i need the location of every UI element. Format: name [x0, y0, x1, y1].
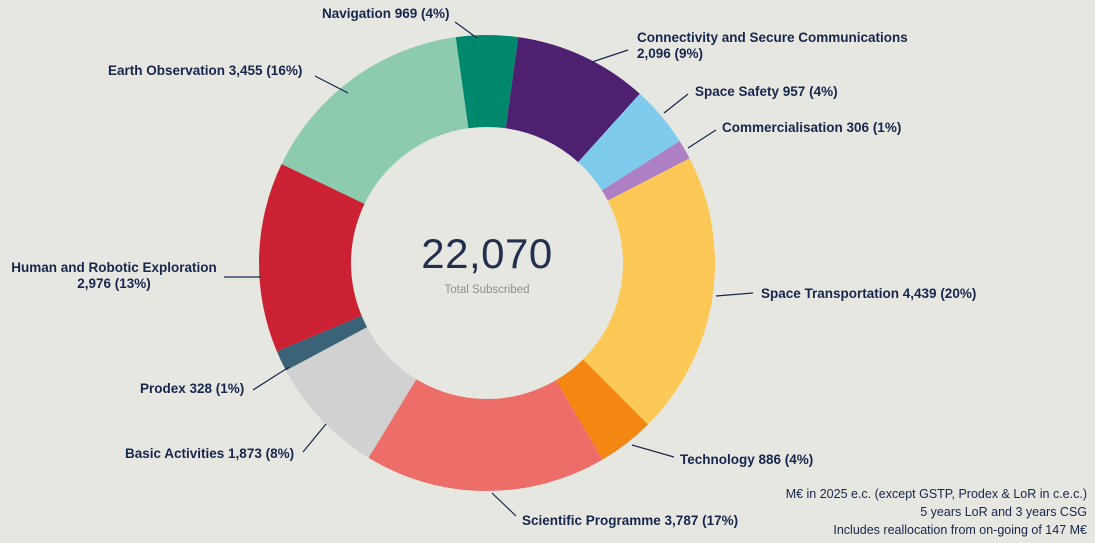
segment-label-space-safety: Space Safety 957 (4%) [695, 84, 838, 99]
donut-segment-space-transportation[interactable] [583, 158, 715, 425]
leader-line-technology [631, 444, 675, 458]
leader-line-space-safety [663, 93, 689, 114]
segment-label-scientific-programme: Scientific Programme 3,787 (17%) [522, 513, 739, 528]
donut-segment-commercialisation[interactable] [601, 141, 690, 201]
donut-segment-technology[interactable] [555, 359, 648, 460]
leader-line-navigation [454, 21, 478, 39]
leader-line-connectivity [591, 49, 629, 63]
donut-segment-space-safety[interactable] [578, 93, 680, 191]
footnote-line: 5 years LoR and 3 years CSG [920, 504, 1087, 519]
segment-label-connectivity: Connectivity and Secure Communications 2… [637, 30, 908, 62]
segment-label-human-robotic-exploration: Human and Robotic Exploration 2,976 (13%… [11, 260, 217, 292]
segment-label-basic-activities: Basic Activities 1,873 (8%) [125, 446, 295, 461]
segment-label-technology: Technology 886 (4%) [680, 452, 814, 467]
segment-label-commercialisation: Commercialisation 306 (1%) [722, 120, 902, 135]
leader-line-scientific-programme [491, 492, 517, 517]
leader-line-space-transportation [715, 292, 754, 297]
leader-lines [224, 21, 754, 517]
donut-segment-connectivity[interactable] [505, 37, 640, 163]
donut-segment-prodex[interactable] [276, 315, 368, 371]
leader-line-commercialisation [687, 129, 717, 149]
donut-segment-human-robotic-exploration[interactable] [259, 163, 365, 352]
leader-line-prodex [252, 366, 290, 391]
footnotes: M€ in 2025 e.c. (except GSTP, Prodex & L… [786, 485, 1087, 539]
leader-line-basic-activities [302, 423, 327, 453]
segment-label-navigation: Navigation 969 (4%) [322, 6, 450, 21]
footnote-line: Includes reallocation from on-going of 1… [833, 522, 1087, 537]
segment-label-space-transportation: Space Transportation 4,439 (20%) [761, 286, 977, 301]
donut-segment-navigation[interactable] [455, 35, 519, 129]
donut-segment-basic-activities[interactable] [285, 327, 417, 458]
donut-segment-scientific-programme[interactable] [368, 379, 603, 491]
donut-segments [259, 35, 715, 491]
donut-segment-earth-observation[interactable] [281, 37, 469, 204]
segment-label-prodex: Prodex 328 (1%) [140, 381, 245, 396]
footnote-line: M€ in 2025 e.c. (except GSTP, Prodex & L… [785, 486, 1087, 501]
leader-line-earth-observation [314, 75, 349, 94]
segment-label-earth-observation: Earth Observation 3,455 (16%) [108, 63, 303, 78]
